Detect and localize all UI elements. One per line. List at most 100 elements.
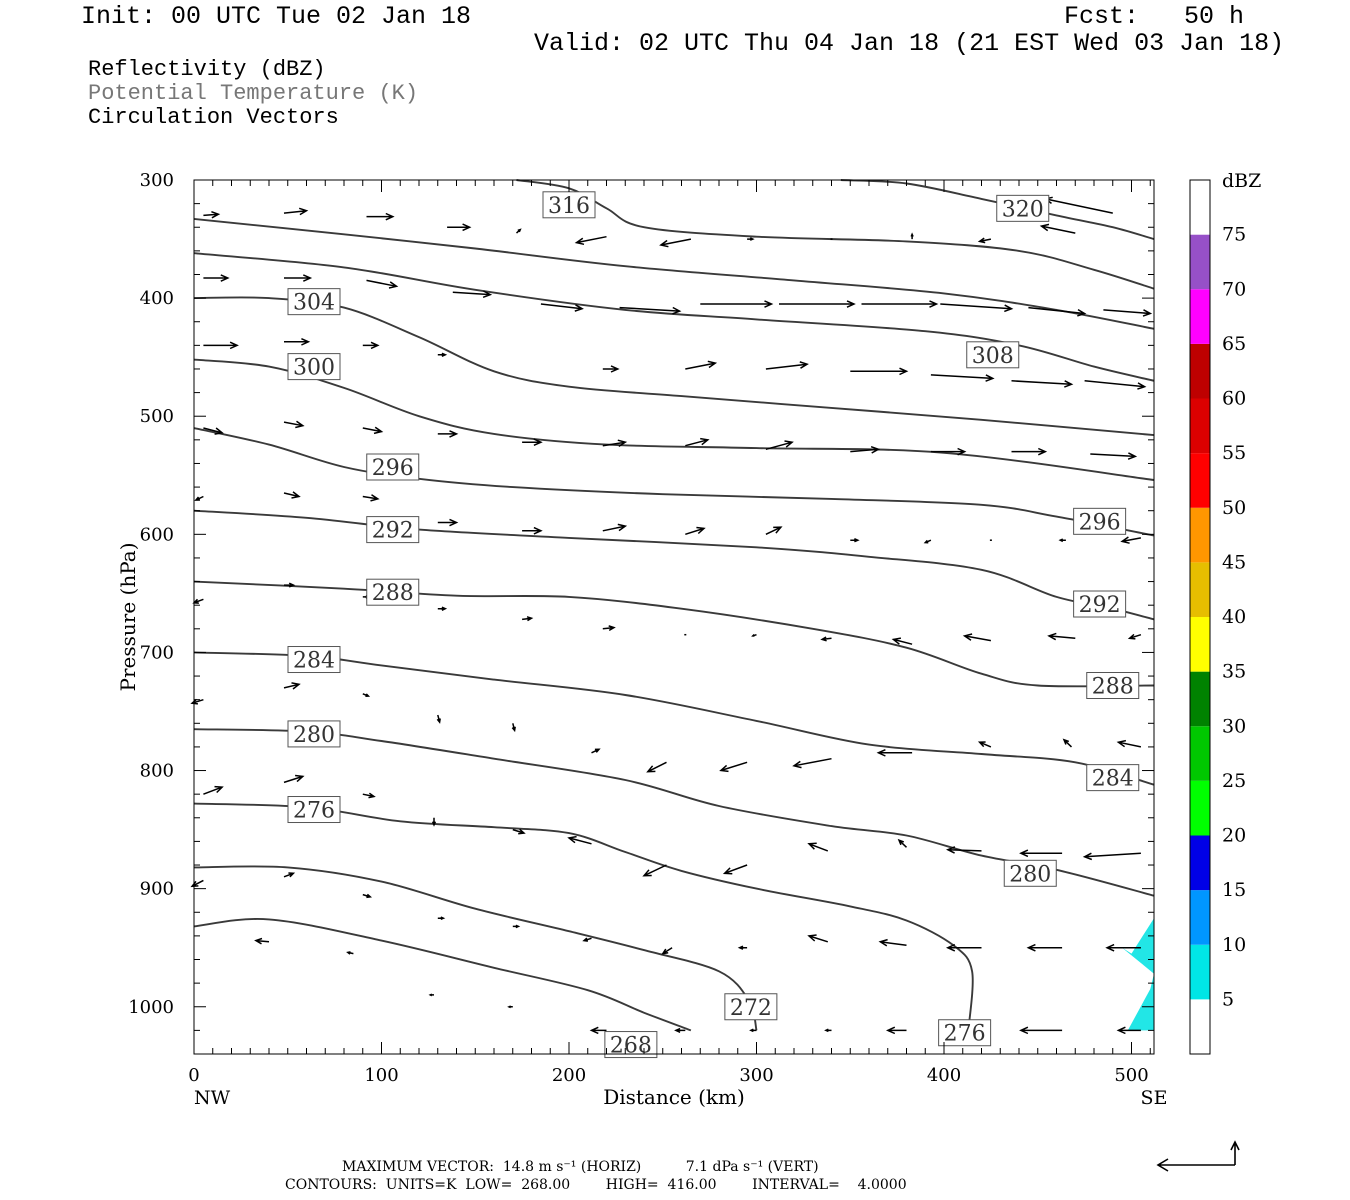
circulation-vector	[885, 1026, 907, 1035]
circulation-vector	[1127, 633, 1142, 640]
circulation-vector	[1116, 1026, 1141, 1035]
circulation-vector	[512, 828, 526, 835]
contour-label: 320	[1002, 197, 1044, 222]
circulation-vector	[1058, 538, 1066, 543]
theta-contour-312	[193, 218, 1155, 330]
circulation-vector	[1105, 943, 1141, 952]
circulation-vector	[897, 838, 908, 848]
contour-label-box	[287, 720, 341, 748]
circulation-vector	[700, 300, 774, 308]
circulation-vector	[1011, 380, 1074, 388]
circulation-vector	[437, 606, 448, 611]
circulation-vector	[602, 523, 628, 532]
x-tick-label: 300	[739, 1065, 773, 1086]
circulation-vector	[1120, 536, 1142, 544]
reflectivity-area	[1122, 918, 1154, 1031]
contour-label: 292	[372, 519, 414, 544]
circulation-vector	[1090, 452, 1138, 460]
circulation-vector	[824, 1028, 832, 1033]
contour-label: 280	[293, 723, 335, 748]
colorbar-title: dBZ	[1222, 170, 1261, 192]
contour-label: 296	[1079, 510, 1121, 535]
circulation-vector	[1026, 943, 1063, 952]
circulation-vector	[428, 993, 434, 997]
contour-label-box	[287, 646, 341, 674]
circulation-vector	[574, 235, 607, 246]
contour-label: 304	[293, 291, 335, 316]
contour-label-box	[996, 194, 1050, 222]
circulation-vector	[284, 274, 313, 282]
colorbar-label: 20	[1222, 825, 1246, 847]
circulation-vector	[362, 341, 380, 350]
circulation-vector	[1116, 739, 1142, 748]
reference-vector	[1156, 1140, 1240, 1172]
circulation-vector	[283, 682, 301, 690]
circulation-vector	[1019, 849, 1063, 858]
circulation-vector	[522, 438, 543, 446]
contour-label: 308	[972, 344, 1014, 369]
colorbar-bin	[1190, 835, 1210, 891]
colorbar-label: 65	[1222, 333, 1246, 355]
circulation-vector	[719, 761, 748, 773]
circulation-vector	[749, 1028, 757, 1033]
x-tick-label: 400	[927, 1065, 961, 1086]
circulation-vector	[945, 846, 982, 854]
colorbar-frame	[1189, 179, 1211, 1055]
contour-label-box	[542, 191, 596, 219]
circulation-vector	[283, 420, 305, 429]
colorbar-label: 55	[1222, 442, 1246, 464]
colorbar-bin	[1190, 890, 1210, 945]
contour-label-box	[1073, 507, 1127, 535]
circulation-vector	[283, 774, 305, 784]
x-axis-label: Distance (km)	[603, 1085, 745, 1109]
colorbar-bin	[1190, 671, 1210, 727]
circulation-vector	[589, 1026, 607, 1035]
circulation-vector	[1028, 306, 1087, 317]
x-end-label-left: NW	[194, 1087, 231, 1109]
theta-contour-276	[193, 802, 974, 1031]
circulation-vector	[747, 237, 755, 241]
circulation-vector	[850, 367, 909, 376]
field-potential-temperature: Potential Temperature (K)	[88, 81, 419, 106]
contour-label: 280	[1009, 862, 1051, 887]
colorbar-label: 15	[1222, 879, 1246, 901]
circulation-vector	[1019, 1026, 1063, 1035]
contour-label: 292	[1079, 593, 1121, 618]
circulation-vector	[437, 916, 446, 920]
circulation-vector	[203, 274, 230, 282]
circulation-vector	[977, 741, 992, 748]
colorbar-label: 50	[1222, 497, 1246, 519]
circulation-vector	[940, 303, 1014, 313]
circulation-vector	[1082, 852, 1141, 861]
circulation-vector	[284, 338, 311, 346]
contour-label-box	[1086, 672, 1140, 700]
circulation-vector	[820, 636, 832, 642]
circulation-vector	[203, 210, 221, 219]
contour-label-box	[938, 1019, 992, 1047]
circulation-vector	[582, 937, 592, 942]
valid-time: Valid: 02 UTC Thu 04 Jan 18 (21 EST Wed …	[534, 29, 1285, 58]
y-axis-label: Pressure (hPa)	[116, 543, 140, 692]
circulation-vector	[977, 237, 992, 244]
circulation-vector	[1103, 309, 1153, 317]
colorbar-bin	[1190, 999, 1210, 1054]
circulation-vector	[646, 761, 667, 773]
colorbar-label: 35	[1222, 661, 1246, 683]
y-tick-label: 800	[140, 761, 174, 782]
colorbar-label: 25	[1222, 770, 1246, 792]
contour-label-box	[366, 453, 420, 481]
circulation-vector	[507, 1005, 513, 1009]
y-tick-label: 1000	[128, 997, 174, 1018]
x-tick-label: 0	[188, 1065, 199, 1086]
circulation-vector	[765, 361, 809, 370]
contour-label-box	[966, 341, 1020, 369]
circulation-vector	[366, 279, 399, 289]
circulation-vector	[362, 792, 376, 799]
circulation-vector	[447, 223, 472, 232]
circulation-vector	[891, 637, 913, 645]
circulation-vector	[1062, 738, 1073, 748]
contour-label-box	[1003, 859, 1057, 887]
circulation-vector	[203, 427, 224, 435]
circulation-vector	[362, 494, 380, 502]
y-tick-label: 600	[140, 524, 174, 545]
